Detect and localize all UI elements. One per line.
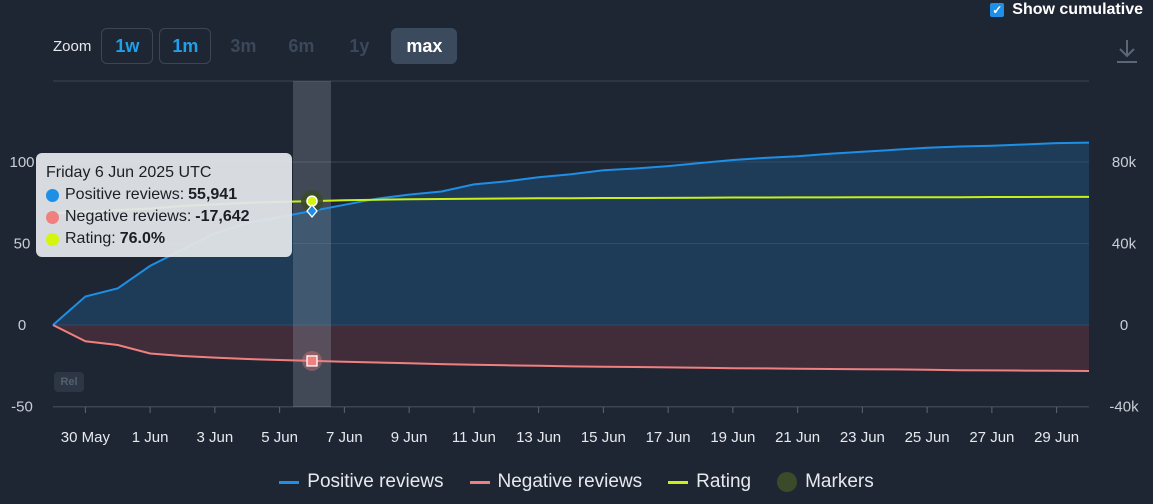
x-tick-label: 21 Jun bbox=[775, 429, 820, 446]
rating-dot-icon bbox=[46, 232, 59, 246]
legend-item-rating[interactable]: Rating bbox=[668, 471, 751, 493]
left-axis-tick-label: 100 bbox=[9, 154, 34, 171]
tooltip-rating-label: Rating: bbox=[65, 230, 116, 247]
legend-label: Rating bbox=[696, 471, 752, 492]
x-tick-label: 30 May bbox=[61, 429, 111, 446]
x-tick-label: 17 Jun bbox=[646, 429, 691, 446]
left-axis-tick-label: 0 bbox=[18, 317, 26, 334]
zoom-label: Zoom bbox=[53, 37, 92, 55]
legend-line-icon bbox=[279, 480, 300, 484]
legend-line-icon bbox=[668, 480, 689, 484]
x-tick-label: 13 Jun bbox=[516, 429, 561, 446]
zoom-1y-button: 1y bbox=[349, 35, 370, 56]
tooltip-row-negative: Negative reviews: -17,642 bbox=[46, 206, 282, 228]
positive-point bbox=[306, 204, 318, 219]
zoom-1w-button[interactable]: 1w bbox=[101, 28, 154, 64]
tooltip-date: Friday 6 Jun 2025 UTC bbox=[46, 164, 212, 181]
checkbox-checked-icon[interactable]: ✓ bbox=[990, 3, 1005, 17]
tooltip-positive-label: Positive reviews: bbox=[65, 186, 185, 203]
legend-label: Negative reviews bbox=[497, 471, 643, 492]
negative-area bbox=[53, 325, 1089, 371]
legend-label: Markers bbox=[805, 471, 874, 492]
left-axis-tick-label: 50 bbox=[14, 236, 31, 253]
x-tick-label: 7 Jun bbox=[326, 429, 363, 446]
zoom-bar: Zoom 1w 1m 3m 6m 1y max bbox=[53, 28, 458, 64]
x-tick-label: 15 Jun bbox=[581, 429, 626, 446]
tooltip-rating-value: 76.0% bbox=[119, 230, 166, 247]
tooltip-row-positive: Positive reviews: 55,941 bbox=[46, 184, 282, 206]
right-axis-tick-label: 40k bbox=[1112, 236, 1137, 253]
x-tick-label: 25 Jun bbox=[905, 429, 950, 446]
legend-line-icon bbox=[469, 480, 490, 484]
tooltip-positive-value: 55,941 bbox=[188, 186, 238, 203]
legend-marker-icon bbox=[777, 472, 798, 492]
negative-point bbox=[306, 355, 318, 367]
left-axis-tick-label: -50 bbox=[11, 399, 33, 416]
x-tick-label: 27 Jun bbox=[969, 429, 1014, 446]
positive-dot-icon bbox=[46, 188, 59, 202]
x-tick-label: 19 Jun bbox=[710, 429, 755, 446]
zoom-3m-button: 3m bbox=[230, 35, 257, 56]
x-tick-label: 23 Jun bbox=[840, 429, 885, 446]
show-cumulative-toggle[interactable]: ✓ Show cumulative bbox=[990, 1, 1143, 19]
legend-label: Positive reviews bbox=[307, 471, 444, 492]
legend-item-negative[interactable]: Negative reviews bbox=[469, 471, 643, 493]
x-tick-label: 3 Jun bbox=[197, 429, 234, 446]
legend: Positive reviews Negative reviews Rating… bbox=[0, 471, 1153, 493]
show-cumulative-label: Show cumulative bbox=[1012, 1, 1143, 18]
tooltip-negative-label: Negative reviews: bbox=[65, 208, 192, 225]
x-tick-label: 11 Jun bbox=[452, 429, 496, 446]
x-tick-label: 29 Jun bbox=[1034, 429, 1079, 446]
x-tick-label: 1 Jun bbox=[132, 429, 169, 446]
legend-item-positive[interactable]: Positive reviews bbox=[279, 471, 444, 493]
right-axis-tick-label: 80k bbox=[1112, 154, 1137, 171]
x-tick-label: 9 Jun bbox=[391, 429, 428, 446]
tooltip: Friday 6 Jun 2025 UTC Positive reviews: … bbox=[36, 153, 292, 257]
negative-reviews-line bbox=[52, 324, 1090, 372]
right-axis-tick-label: -40k bbox=[1109, 399, 1139, 416]
right-axis-tick-label: 0 bbox=[1120, 317, 1128, 334]
zoom-6m-button: 6m bbox=[288, 35, 315, 56]
x-tick-label: 5 Jun bbox=[261, 429, 298, 446]
rel-badge[interactable]: Rel bbox=[54, 372, 84, 392]
hover-band bbox=[293, 81, 331, 407]
tooltip-row-rating: Rating: 76.0% bbox=[46, 228, 282, 250]
zoom-1m-button[interactable]: 1m bbox=[159, 28, 212, 64]
tooltip-negative-value: -17,642 bbox=[195, 208, 250, 225]
negative-dot-icon bbox=[46, 210, 59, 224]
legend-item-markers[interactable]: Markers bbox=[777, 471, 874, 493]
download-icon[interactable] bbox=[1116, 38, 1138, 64]
positive-area bbox=[53, 142, 1089, 325]
zoom-max-button[interactable]: max bbox=[391, 28, 458, 64]
